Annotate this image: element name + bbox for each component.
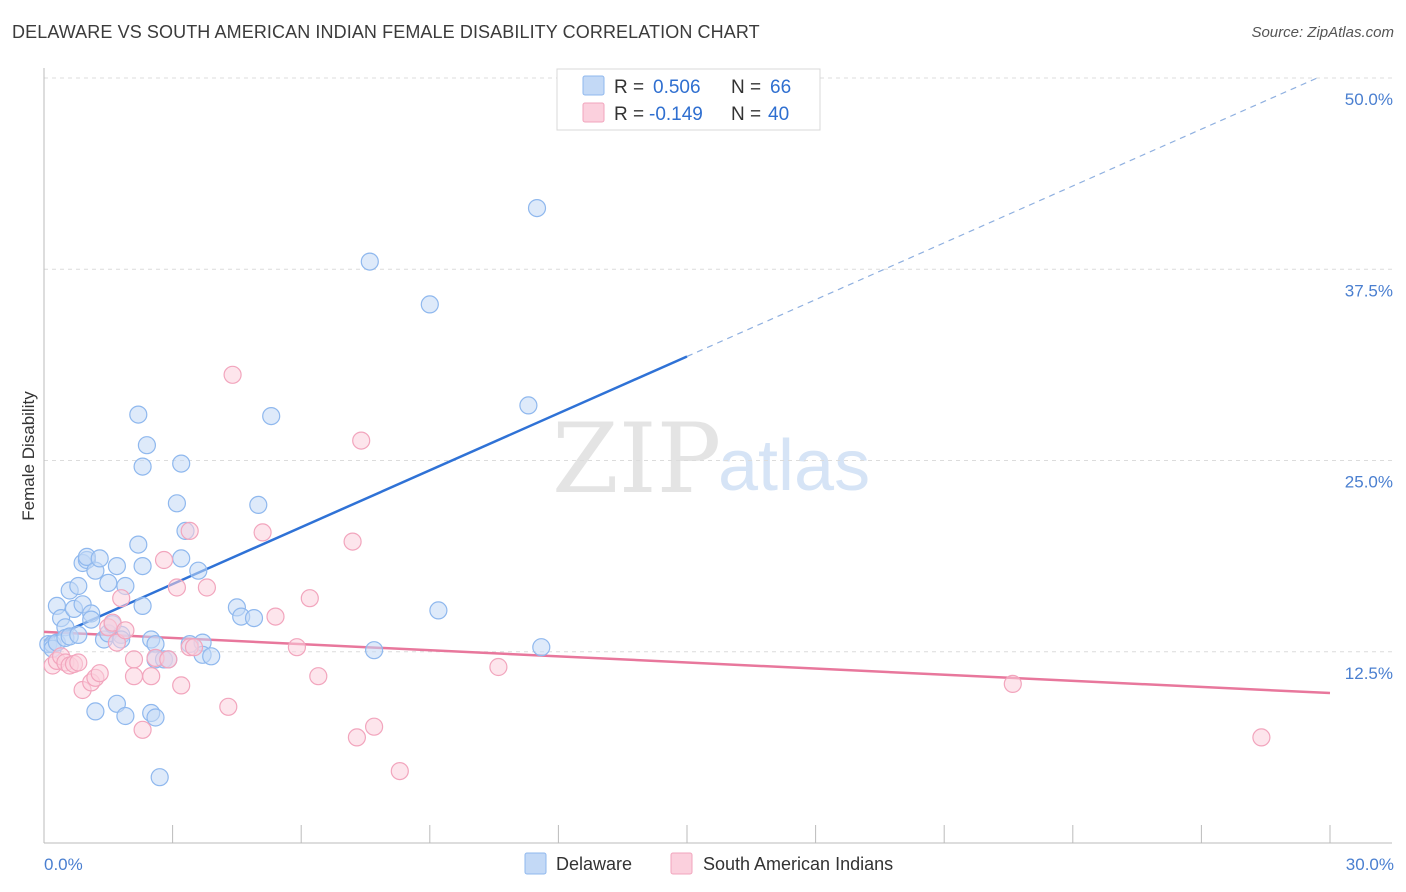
y-tick-label-0: 12.5% (1345, 664, 1393, 683)
point-delaware-11 (69, 576, 88, 596)
top-legend: R = 0.506 N = 66 R = -0.149 N = 40 (556, 68, 821, 131)
point-delaware-33 (129, 405, 148, 424)
point-south-american-indians-38 (352, 431, 371, 450)
point-delaware-58 (249, 495, 268, 514)
point-south-american-indians-13 (107, 633, 127, 652)
point-delaware-19 (86, 702, 105, 721)
point-delaware-64 (519, 396, 538, 415)
point-south-american-indians-26 (180, 521, 199, 541)
legend-n-label-2: N = (731, 104, 761, 125)
point-delaware-47 (172, 454, 191, 473)
data-points (39, 199, 1271, 787)
point-south-american-indians-18 (133, 720, 152, 739)
legend-swatch-south-american-indians (582, 102, 605, 123)
bottom-legend-swatch-south-american-indians (670, 852, 693, 875)
point-south-american-indians-16 (124, 667, 144, 686)
point-delaware-23 (99, 573, 118, 593)
point-delaware-36 (133, 556, 152, 576)
point-delaware-54 (202, 647, 221, 666)
point-delaware-32 (129, 535, 148, 554)
point-south-american-indians-40 (390, 761, 409, 781)
point-delaware-46 (167, 494, 186, 513)
point-delaware-26 (107, 556, 127, 576)
point-delaware-21 (90, 549, 109, 568)
legend-r-value-2: -0.149 (649, 104, 703, 125)
point-south-american-indians-31 (253, 523, 272, 542)
legend-r-label-2: R = (614, 104, 644, 125)
watermark: ZIP atlas (552, 403, 870, 515)
bottom-legend-swatch-delaware (524, 852, 547, 875)
point-delaware-63 (429, 601, 448, 620)
bottom-legend-delaware: Delaware (556, 854, 632, 874)
legend-r-label-1: R = (614, 77, 644, 98)
point-south-american-indians-10 (90, 664, 109, 683)
point-delaware-65 (527, 199, 547, 218)
chart-title: DELAWARE VS SOUTH AMERICAN INDIAN FEMALE… (12, 22, 760, 42)
bottom-legend: Delaware South American Indians (524, 852, 893, 875)
point-delaware-62 (420, 295, 439, 314)
point-south-american-indians-41 (489, 657, 508, 677)
y-tick-label-2: 37.5% (1345, 281, 1393, 300)
point-delaware-43 (150, 768, 169, 787)
x-tick-label-max: 30.0% (1346, 855, 1394, 874)
point-south-american-indians-22 (159, 650, 178, 669)
point-delaware-57 (244, 608, 264, 628)
point-delaware-61 (365, 641, 384, 660)
point-delaware-34 (133, 457, 152, 476)
trend-line-delaware-extension (686, 77, 1318, 358)
grid-lines: 12.5% 25.0% 37.5% 50.0% (44, 77, 1393, 683)
point-south-american-indians-21 (154, 550, 174, 570)
point-south-american-indians-28 (197, 578, 216, 597)
legend-n-label-1: N = (731, 77, 761, 98)
point-south-american-indians-6 (69, 653, 88, 672)
chart-source: Source: ZipAtlas.com (1251, 24, 1394, 41)
point-south-american-indians-43 (1252, 728, 1271, 747)
point-delaware-35 (133, 596, 152, 616)
point-south-american-indians-17 (124, 650, 144, 669)
trend-lines (43, 77, 1331, 695)
point-south-american-indians-42 (1003, 674, 1022, 694)
point-south-american-indians-30 (223, 365, 242, 384)
trend-line-south-american-indians (43, 630, 1331, 695)
point-south-american-indians-32 (266, 607, 285, 626)
y-axis-label: Female Disability (19, 391, 38, 521)
point-delaware-66 (532, 638, 551, 657)
x-tick-label-min: 0.0% (44, 855, 83, 874)
watermark-atlas: atlas (718, 426, 870, 506)
point-south-american-indians-36 (343, 532, 362, 551)
legend-swatch-delaware (582, 75, 605, 96)
point-south-american-indians-33 (287, 638, 306, 657)
watermark-zip: ZIP (552, 403, 721, 515)
point-delaware-18 (82, 610, 101, 629)
point-south-american-indians-34 (300, 589, 319, 608)
point-delaware-12 (69, 625, 88, 645)
axes (43, 68, 1392, 844)
legend-r-value-1: 0.506 (653, 77, 701, 98)
y-tick-label-1: 25.0% (1345, 473, 1393, 492)
point-south-american-indians-37 (347, 728, 366, 747)
point-south-american-indians-35 (309, 667, 328, 686)
y-tick-label-3: 50.0% (1345, 90, 1393, 109)
point-delaware-48 (172, 549, 191, 568)
point-south-american-indians-14 (112, 589, 131, 608)
point-south-american-indians-39 (365, 717, 384, 736)
point-delaware-51 (189, 561, 208, 580)
legend-n-value-1: 66 (770, 77, 791, 98)
point-south-american-indians-15 (116, 621, 135, 640)
point-south-american-indians-27 (184, 638, 204, 657)
point-delaware-37 (137, 436, 156, 455)
point-south-american-indians-19 (142, 667, 161, 686)
point-delaware-40 (146, 708, 165, 727)
legend-n-value-2: 40 (768, 104, 789, 125)
point-south-american-indians-23 (167, 578, 186, 597)
point-delaware-60 (360, 252, 379, 271)
point-south-american-indians-29 (219, 697, 238, 716)
point-delaware-59 (262, 407, 281, 426)
point-delaware-31 (116, 706, 135, 726)
point-south-american-indians-24 (172, 676, 191, 695)
bottom-legend-south-american-indians: South American Indians (703, 854, 893, 874)
trend-line-delaware (43, 355, 688, 643)
